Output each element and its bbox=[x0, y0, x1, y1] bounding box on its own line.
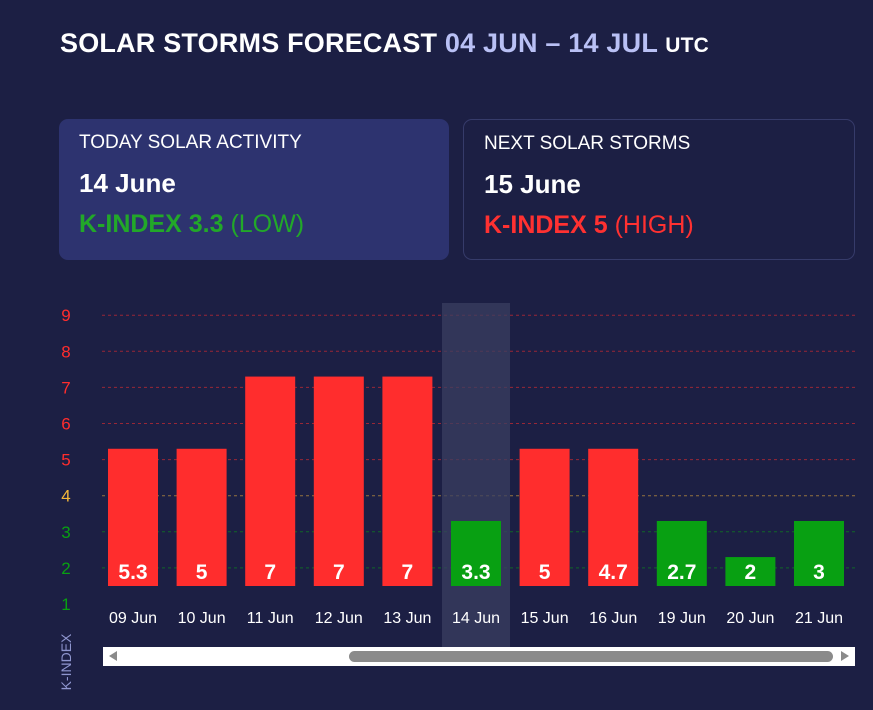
page-title: SOLAR STORMS FORECAST 04 JUN – 14 JUL UT… bbox=[60, 28, 709, 59]
scroll-left-icon[interactable] bbox=[109, 651, 117, 661]
x-tick-label: 09 Jun bbox=[109, 610, 157, 627]
y-tick-label: 8 bbox=[61, 342, 70, 361]
chart-highlight bbox=[442, 303, 510, 648]
y-tick-label: 2 bbox=[61, 559, 70, 578]
bar-value-label: 5 bbox=[196, 561, 208, 584]
x-tick-label: 20 Jun bbox=[726, 610, 774, 627]
x-tick-label: 12 Jun bbox=[315, 610, 363, 627]
x-tick-label: 13 Jun bbox=[383, 610, 431, 627]
bar[interactable] bbox=[656, 520, 707, 586]
bar-value-label: 5 bbox=[539, 561, 551, 584]
chart-scrollbar[interactable] bbox=[103, 647, 855, 666]
y-tick-label: 5 bbox=[61, 451, 70, 470]
bar-value-label: 7 bbox=[333, 561, 345, 584]
today-kindex-level: (LOW) bbox=[230, 210, 305, 238]
y-tick-label: 4 bbox=[61, 487, 70, 506]
next-storms-card: NEXT SOLAR STORMS 15 June K-INDEX 5 (HIG… bbox=[463, 119, 855, 260]
title-timezone: UTC bbox=[665, 34, 710, 57]
y-tick-label: 9 bbox=[61, 306, 70, 325]
bar-value-label: 3 bbox=[813, 561, 825, 584]
bar[interactable] bbox=[382, 376, 433, 586]
bar[interactable] bbox=[108, 448, 158, 586]
bar[interactable] bbox=[519, 448, 570, 586]
title-main: SOLAR STORMS FORECAST bbox=[60, 28, 438, 58]
today-kindex-value: K-INDEX 3.3 bbox=[79, 210, 224, 238]
y-tick-label: 6 bbox=[61, 415, 70, 434]
next-kindex-value: K-INDEX 5 bbox=[484, 211, 608, 239]
bar[interactable] bbox=[588, 448, 639, 586]
bar-value-label: 5.3 bbox=[118, 561, 147, 584]
y-tick-label: 3 bbox=[61, 523, 70, 542]
x-tick-label: 14 Jun bbox=[452, 610, 500, 627]
bar[interactable] bbox=[725, 557, 776, 586]
x-tick-label: 11 Jun bbox=[247, 610, 294, 627]
chart-bars: 5.3 5 7 7 7 3.3 5 4.7 2.7 2 3 bbox=[108, 376, 844, 586]
y-tick-label: 1 bbox=[61, 595, 70, 614]
bar-value-label: 2.7 bbox=[667, 561, 696, 584]
y-tick-label: 7 bbox=[61, 378, 70, 397]
x-tick-label: 21 Jun bbox=[795, 610, 843, 627]
y-axis-label: K-INDEX bbox=[58, 633, 74, 690]
bar[interactable] bbox=[794, 520, 844, 586]
scroll-right-icon[interactable] bbox=[841, 651, 849, 661]
scrollbar-thumb[interactable] bbox=[349, 651, 833, 662]
x-tick-label: 10 Jun bbox=[178, 610, 226, 627]
next-card-label: NEXT SOLAR STORMS bbox=[484, 133, 691, 154]
bar-value-label: 7 bbox=[402, 561, 414, 584]
today-card-date: 14 June bbox=[79, 168, 176, 198]
today-card-label: TODAY SOLAR ACTIVITY bbox=[79, 132, 302, 153]
bar-value-label: 7 bbox=[264, 561, 276, 584]
chart-y-ticks: 1 2 3 4 5 6 7 8 9 bbox=[61, 306, 70, 614]
bar[interactable] bbox=[176, 448, 227, 586]
next-card-kindex-line: K-INDEX 5 (HIGH) bbox=[484, 211, 834, 240]
bar[interactable] bbox=[451, 520, 501, 586]
x-tick-label: 15 Jun bbox=[521, 610, 569, 627]
chart-x-ticks: 09 Jun 10 Jun 11 Jun 12 Jun 13 Jun 14 Jun 15 J… bbox=[109, 610, 843, 627]
bar[interactable] bbox=[313, 376, 364, 586]
x-tick-label: 16 Jun bbox=[589, 610, 637, 627]
title-date-range: 04 JUN – 14 JUL bbox=[444, 28, 658, 58]
bar[interactable] bbox=[245, 376, 296, 586]
next-kindex-level: (HIGH) bbox=[614, 211, 694, 239]
today-card-kindex-line: K-INDEX 3.3 (LOW) bbox=[79, 210, 429, 239]
next-card-date: 15 June bbox=[484, 169, 581, 199]
highlight-column bbox=[442, 303, 510, 648]
bar-value-label: 3.3 bbox=[461, 561, 490, 584]
today-activity-card: TODAY SOLAR ACTIVITY 14 June K-INDEX 3.3… bbox=[59, 119, 449, 260]
x-tick-label: 19 Jun bbox=[658, 610, 706, 627]
bar-value-label: 2 bbox=[745, 561, 757, 584]
bar-value-label: 4.7 bbox=[599, 561, 628, 584]
